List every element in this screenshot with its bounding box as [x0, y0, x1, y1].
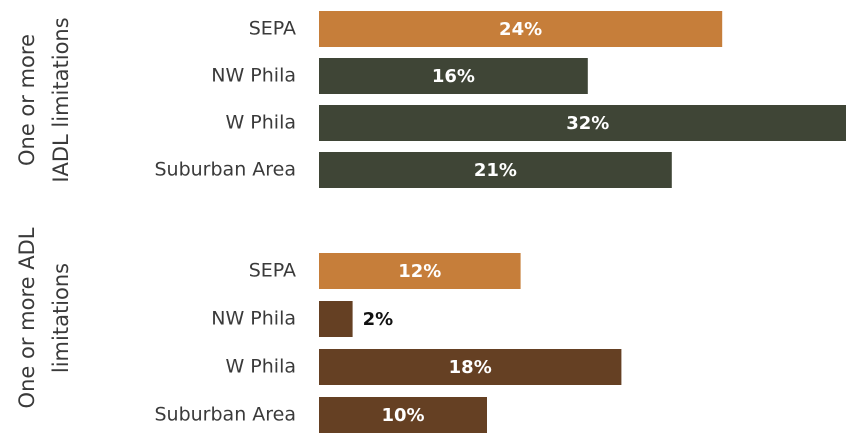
category-label: W Phila — [225, 112, 296, 134]
group-label: IADL limitations — [49, 17, 73, 182]
bar — [319, 152, 672, 188]
value-label: 18% — [449, 357, 492, 378]
category-label: Suburban Area — [154, 159, 296, 181]
value-label: 24% — [499, 19, 542, 40]
bar — [319, 349, 622, 385]
bar — [319, 105, 846, 141]
value-label: 32% — [566, 113, 609, 134]
bar — [319, 253, 521, 289]
bar — [319, 397, 487, 433]
category-label: W Phila — [225, 356, 296, 378]
category-label: Suburban Area — [154, 404, 296, 426]
bar — [319, 301, 353, 337]
category-label: SEPA — [249, 260, 296, 282]
group-label: One or more — [15, 34, 39, 166]
group-label: One or more ADL — [15, 227, 39, 408]
value-label: 10% — [381, 405, 424, 426]
value-label: 21% — [474, 160, 517, 181]
category-label: NW Phila — [211, 65, 296, 87]
category-label: NW Phila — [211, 308, 296, 330]
value-label: 12% — [398, 261, 441, 282]
category-label: SEPA — [249, 18, 296, 40]
group-label: limitations — [49, 263, 73, 373]
value-label: 16% — [432, 66, 475, 87]
bar — [319, 58, 588, 94]
bar — [319, 11, 723, 47]
value-label: 2% — [363, 309, 394, 330]
